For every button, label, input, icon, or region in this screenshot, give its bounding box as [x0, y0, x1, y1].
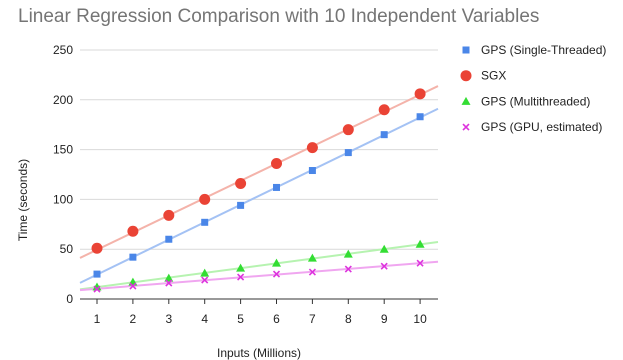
data-point	[91, 242, 103, 254]
x-marker-stroke	[380, 262, 388, 270]
x-marker-stroke	[462, 123, 470, 131]
x-marker-stroke	[165, 279, 173, 287]
data-point	[129, 253, 137, 261]
trendlines	[79, 85, 439, 292]
data-point	[127, 225, 139, 237]
data-point	[415, 239, 425, 248]
data-point	[344, 265, 352, 273]
data-point	[200, 268, 210, 277]
data-point	[414, 88, 426, 100]
data-point	[199, 193, 211, 205]
x-marker-stroke	[237, 273, 245, 281]
x-marker-stroke	[416, 259, 424, 267]
data-point	[343, 249, 353, 258]
data-point	[165, 279, 173, 287]
legend-marker	[462, 46, 470, 54]
data-point	[272, 270, 281, 278]
data-point	[342, 124, 354, 136]
x-tick-label: 2	[130, 312, 137, 326]
y-axis: 0 50 100 150 200 250	[53, 43, 73, 306]
trendline	[79, 85, 439, 259]
data-point	[201, 276, 209, 284]
x-tick-label: 8	[345, 312, 352, 326]
data-point	[306, 142, 318, 154]
data-point	[380, 262, 388, 270]
data-point	[416, 113, 424, 121]
data-point	[272, 258, 281, 267]
legend-entry: GPS (Single-Threaded)	[481, 43, 606, 57]
data-point	[308, 167, 316, 175]
x-axis-title: Inputs (Millions)	[217, 346, 301, 360]
legend-entry: SGX	[481, 69, 506, 83]
x-tick-label: 5	[237, 312, 244, 326]
data-points	[91, 88, 426, 293]
data-point	[163, 209, 175, 221]
gridlines	[80, 49, 438, 250]
y-tick-label: 100	[53, 192, 73, 206]
data-point	[93, 270, 101, 278]
x-tick-label: 6	[273, 312, 280, 326]
x-tick-label: 4	[201, 312, 208, 326]
x-marker-stroke	[129, 282, 137, 290]
x-marker-stroke	[201, 276, 209, 284]
y-tick-label: 150	[53, 143, 73, 157]
y-tick-label: 50	[60, 242, 74, 256]
data-point	[308, 268, 316, 276]
x-tick-label: 9	[381, 312, 388, 326]
legend-marker	[462, 123, 470, 131]
legend-entry: GPS (GPU, estimated)	[481, 120, 602, 134]
data-point	[236, 263, 246, 272]
x-axis: 1 2 3 4 5 6 7 8 9 10	[80, 298, 438, 326]
y-axis-title: Time (seconds)	[16, 159, 30, 241]
legend-marker	[461, 96, 471, 105]
x-tick-label: 3	[165, 312, 172, 326]
data-point	[237, 273, 245, 281]
y-tick-label: 200	[53, 93, 73, 107]
data-point	[92, 282, 102, 291]
data-point	[416, 259, 424, 267]
trendline	[79, 107, 439, 284]
data-point	[235, 177, 247, 189]
x-marker-stroke	[308, 268, 316, 276]
data-point	[164, 273, 174, 282]
legend-marker	[460, 70, 472, 82]
chart-title: Linear Regression Comparison with 10 Ind…	[18, 6, 540, 27]
data-point	[307, 253, 317, 262]
x-tick-label: 1	[94, 312, 101, 326]
x-marker-stroke	[344, 265, 352, 273]
data-point	[380, 131, 388, 139]
x-marker-stroke	[93, 285, 101, 293]
data-point	[129, 282, 137, 290]
legend: GPS (Single-Threaded) SGX GPS (Multithread…	[460, 43, 606, 134]
x-marker-stroke	[272, 270, 281, 278]
y-tick-label: 250	[53, 43, 73, 57]
x-tick-label: 7	[309, 312, 316, 326]
data-point	[165, 235, 173, 243]
trendline	[79, 240, 439, 291]
data-point	[344, 149, 352, 157]
data-point	[201, 218, 209, 226]
data-point	[273, 183, 280, 191]
data-point	[379, 244, 389, 253]
data-point	[271, 158, 282, 170]
x-tick-label: 10	[413, 312, 427, 326]
data-point	[237, 201, 245, 209]
legend-entry: GPS (Multithreaded)	[481, 94, 590, 108]
data-point	[93, 285, 101, 293]
y-tick-label: 0	[66, 292, 73, 306]
trendline	[79, 260, 439, 292]
data-point	[378, 104, 390, 116]
